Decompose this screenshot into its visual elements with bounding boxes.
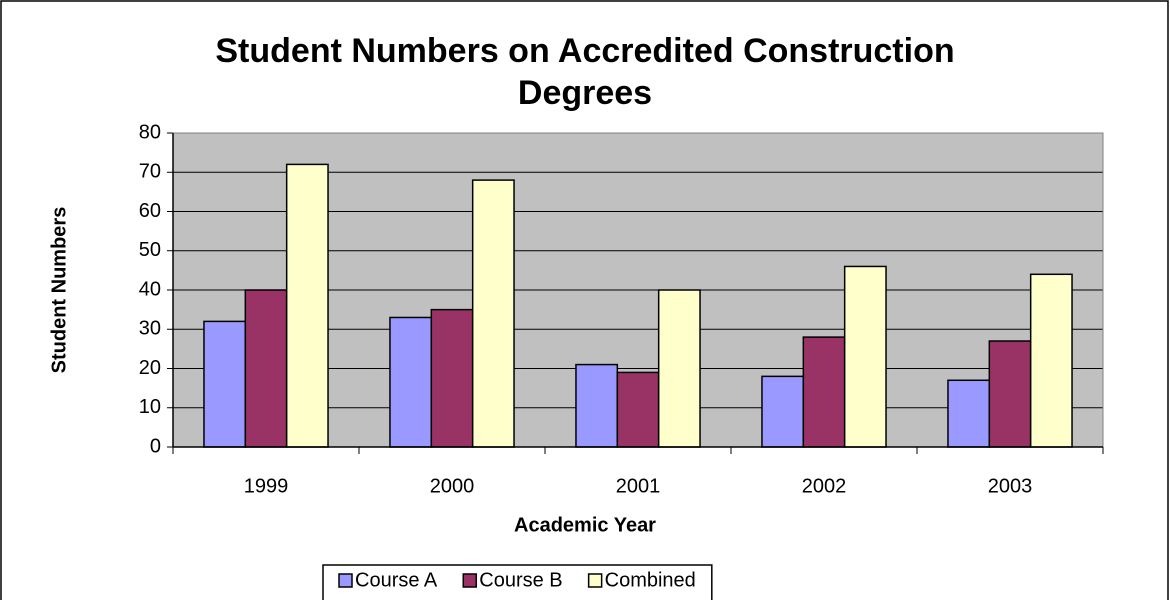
bar <box>616 371 660 448</box>
y-tick-label: 80 <box>139 121 161 143</box>
bar <box>471 179 515 448</box>
legend-swatch <box>587 573 603 588</box>
y-axis-label: Student Numbers <box>48 207 70 374</box>
y-tick-label: 0 <box>150 435 161 457</box>
bar <box>657 289 701 448</box>
y-tick-label: 10 <box>139 396 161 418</box>
bar <box>843 265 887 448</box>
bar <box>761 375 805 448</box>
x-tick-label: 2002 <box>802 475 847 497</box>
legend-swatch <box>338 573 353 588</box>
y-tick-label: 30 <box>139 318 161 340</box>
x-tick-label: 2000 <box>430 475 475 497</box>
bar <box>988 340 1032 448</box>
x-axis-label: Academic Year <box>514 514 656 536</box>
bar <box>947 379 991 448</box>
y-tick-label: 50 <box>139 239 161 261</box>
bar <box>802 336 846 448</box>
legend-swatch <box>462 573 478 588</box>
y-tick-label: 20 <box>139 357 161 379</box>
legend-label: Combined <box>605 569 696 591</box>
bar <box>389 316 433 448</box>
x-tick-label: 2003 <box>988 475 1033 497</box>
bar <box>430 308 474 448</box>
y-tick-label: 40 <box>139 278 161 300</box>
bar <box>285 163 329 448</box>
legend-box <box>322 564 713 600</box>
x-tick-label: 1999 <box>244 475 289 497</box>
bar <box>1029 273 1073 448</box>
legend-label: Course A <box>355 569 438 591</box>
legend-label: Course B <box>479 569 562 591</box>
bar <box>203 320 247 448</box>
chart-title: Student Numbers on Accredited Constructi… <box>215 32 955 112</box>
x-tick-label: 2001 <box>616 475 661 497</box>
y-tick-label: 70 <box>139 161 161 183</box>
bar <box>575 363 619 448</box>
y-tick-label: 60 <box>139 200 161 222</box>
bar <box>244 289 288 448</box>
